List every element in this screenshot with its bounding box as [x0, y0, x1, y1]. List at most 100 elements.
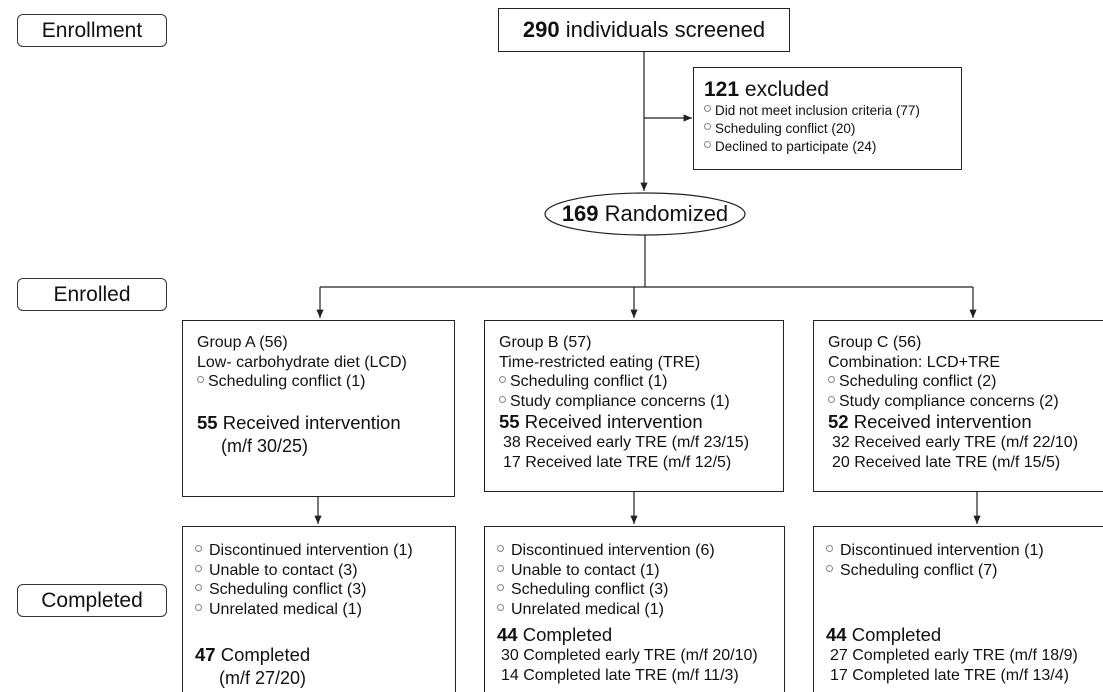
- count: 55: [197, 411, 218, 433]
- count: 55: [499, 411, 520, 432]
- detail: 30 Completed early TRE (m/f 20/10): [501, 647, 758, 664]
- bullet: [828, 376, 835, 383]
- group-subtitle: Low- carbohydrate diet (LCD): [197, 353, 407, 371]
- reason-text: Discontinued intervention (6): [511, 542, 715, 559]
- bullet: [195, 545, 202, 552]
- label: Received intervention: [222, 411, 401, 433]
- reason-text: Did not meet inclusion criteria (77): [715, 103, 920, 118]
- reason-text: Unable to contact (1): [511, 561, 660, 579]
- received: 55 Received intervention: [499, 411, 783, 433]
- completed-count: 47 Completed: [195, 644, 310, 666]
- label: Randomized: [604, 201, 729, 226]
- label: excluded: [744, 78, 829, 101]
- reason: Scheduling conflict (3): [497, 580, 784, 600]
- bullet: [195, 603, 202, 611]
- screened-box: 290 individuals screened: [498, 8, 790, 52]
- completion-box: Discontinued intervention (1) Unable to c…: [182, 526, 456, 692]
- reason: Study compliance concerns (2): [828, 392, 1103, 412]
- bullet: [828, 395, 835, 403]
- reason-text: Scheduling conflict (3): [511, 581, 669, 598]
- group-title: Group C (56): [828, 334, 922, 351]
- bullet: [704, 105, 711, 112]
- reason: Scheduling conflict (1): [197, 372, 454, 392]
- group-title: Group B (57): [499, 334, 592, 351]
- completed: 44 Completed 27 Completed early TRE (m/f …: [826, 624, 1078, 685]
- group-title: Group A (56): [197, 334, 288, 351]
- reason: Discontinued intervention (1): [195, 541, 455, 561]
- reason-text: Study compliance concerns (1): [510, 392, 730, 410]
- reason-text: Unrelated medical (1): [209, 600, 362, 618]
- received: 55 Received intervention: [197, 412, 454, 434]
- reasons: Did not meet inclusion criteria (77) Sche…: [704, 102, 961, 156]
- reason: Discontinued intervention (6): [497, 541, 784, 561]
- label: Completed: [522, 624, 613, 645]
- group-box: Group B (57) Time-restricted eating (TRE)…: [484, 320, 784, 492]
- reason: Scheduling conflict (20): [704, 120, 961, 138]
- reason: Unable to contact (1): [497, 561, 784, 581]
- reason-text: Unrelated medical (1): [511, 600, 664, 618]
- detail: 27 Completed early TRE (m/f 18/9): [830, 647, 1078, 664]
- bullet: [704, 141, 711, 148]
- bullet: [497, 545, 504, 552]
- stage-label: Enrolled: [17, 278, 167, 311]
- excluded-box: 121 excluded Did not meet inclusion crit…: [693, 67, 962, 170]
- stage-label: Enrollment: [17, 14, 167, 47]
- reason-text: Discontinued intervention (1): [840, 542, 1044, 559]
- bullet: [497, 603, 504, 611]
- detail: (m/f 30/25): [221, 435, 309, 456]
- randomized-ellipse: [544, 192, 746, 236]
- reason-text: Unable to contact (3): [209, 561, 358, 579]
- bullet: [826, 564, 833, 572]
- detail: (m/f 27/20): [219, 668, 307, 688]
- label: Completed: [851, 624, 942, 645]
- bullet: [499, 395, 506, 403]
- reason: Unrelated medical (1): [195, 600, 455, 620]
- detail: 14 Completed late TRE (m/f 11/3): [501, 666, 739, 684]
- count: 52: [828, 411, 849, 432]
- reason: Study compliance concerns (1): [499, 392, 783, 412]
- reason-text: Scheduling conflict (20): [715, 121, 856, 136]
- completion-box: Discontinued intervention (1) Scheduling …: [813, 526, 1103, 692]
- reason: Discontinued intervention (1): [826, 541, 1103, 561]
- label: Completed: [220, 644, 311, 665]
- reason: Did not meet inclusion criteria (77): [704, 102, 961, 120]
- reason-text: Scheduling conflict (1): [208, 373, 366, 390]
- bullet: [195, 564, 202, 572]
- detail: 17 Received late TRE (m/f 12/5): [503, 453, 732, 471]
- completed-count: 44 Completed: [826, 624, 1078, 646]
- group-subtitle: Time-restricted eating (TRE): [499, 353, 701, 371]
- group-box: Group A (56) Low- carbohydrate diet (LCD)…: [182, 320, 455, 497]
- count: 44: [497, 624, 518, 645]
- count: 44: [826, 624, 847, 645]
- reason: Unable to contact (3): [195, 561, 455, 581]
- reason-text: Study compliance concerns (2): [839, 392, 1059, 410]
- completion-box: Discontinued intervention (6) Unable to c…: [484, 526, 785, 692]
- detail: 20 Received late TRE (m/f 15/5): [832, 453, 1061, 471]
- reason-text: Declined to participate (24): [715, 139, 877, 154]
- bullet: [197, 376, 204, 383]
- completed: 44 Completed 30 Completed early TRE (m/f …: [497, 624, 758, 685]
- count: 47: [195, 644, 216, 665]
- bullet: [497, 564, 504, 572]
- reason-text: Scheduling conflict (7): [840, 561, 998, 579]
- bullet: [195, 584, 202, 591]
- detail: 38 Received early TRE (m/f 23/15): [503, 434, 750, 451]
- bullet: [499, 376, 506, 383]
- count: 121: [704, 78, 740, 101]
- stage-label: Completed: [17, 584, 167, 617]
- reason: Unrelated medical (1): [497, 600, 784, 620]
- reason: Declined to participate (24): [704, 138, 961, 156]
- count: 290: [522, 17, 560, 42]
- count: 169: [561, 201, 599, 226]
- detail: 32 Received early TRE (m/f 22/10): [832, 434, 1079, 451]
- reason-text: Scheduling conflict (2): [839, 373, 997, 390]
- bullet: [497, 584, 504, 591]
- bullet: [704, 123, 711, 130]
- label: Received intervention: [853, 411, 1032, 432]
- reason: Scheduling conflict (1): [499, 372, 783, 392]
- reason: Scheduling conflict (2): [828, 372, 1103, 392]
- reason-text: Scheduling conflict (3): [209, 581, 367, 598]
- received: 52 Received intervention: [828, 411, 1103, 433]
